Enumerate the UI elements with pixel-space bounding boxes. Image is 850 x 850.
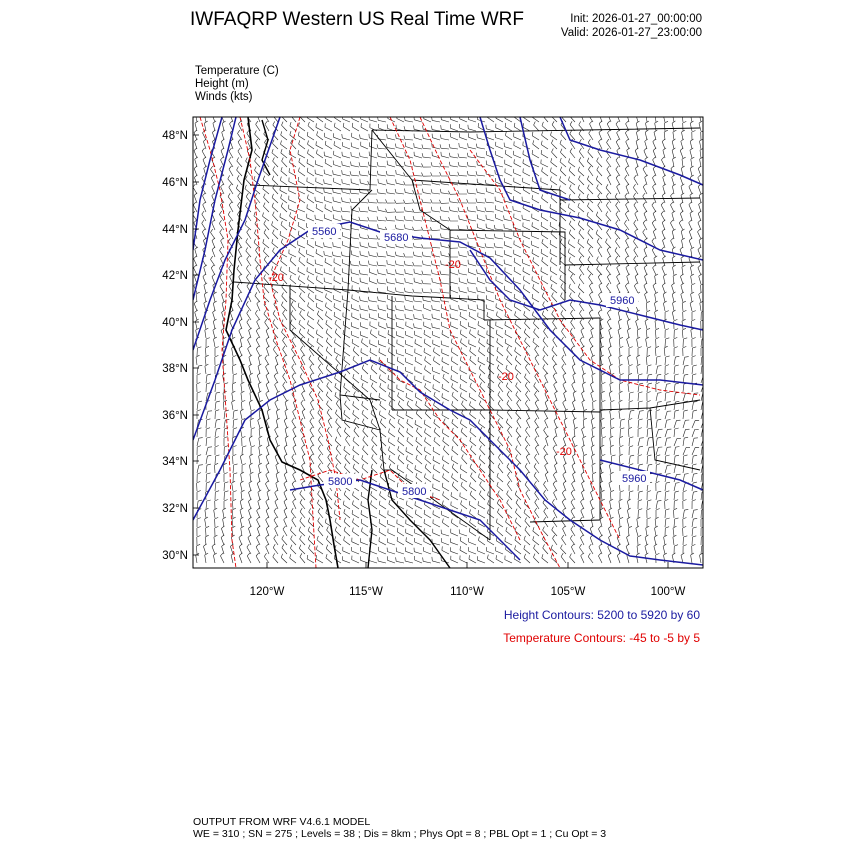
height-contour-labels: 5560 5680 5960 5800 5800 5960 bbox=[308, 224, 650, 498]
temperature-contour-labels: -20 -20 -20 -20 bbox=[268, 259, 572, 458]
temp-label-2: -20 bbox=[445, 259, 461, 271]
height-label-5960-north: 5960 bbox=[610, 295, 634, 307]
lon-label-120: 120°W bbox=[250, 586, 285, 598]
temperature-contours bbox=[199, 117, 701, 568]
lat-label-30: 30°N bbox=[162, 550, 188, 562]
temp-label-1: -20 bbox=[268, 272, 284, 284]
lat-label-44: 44°N bbox=[162, 224, 188, 236]
temp-label-4: -20 bbox=[556, 446, 572, 458]
gulf-coast bbox=[367, 469, 373, 568]
puget-sound bbox=[261, 119, 271, 176]
coastline bbox=[225, 117, 339, 568]
height-contours bbox=[193, 117, 703, 566]
lon-label-100: 100°W bbox=[651, 586, 686, 598]
field-label-height: Height (m) bbox=[195, 78, 249, 90]
model-info-line2: WE = 310 ; SN = 275 ; Levels = 38 ; Dis … bbox=[193, 828, 607, 840]
lon-label-105: 105°W bbox=[551, 586, 586, 598]
map-frame bbox=[192, 116, 704, 569]
height-contour-legend: Height Contours: 5200 to 5920 by 60 bbox=[503, 608, 700, 622]
valid-time: Valid: 2026-01-27_23:00:00 bbox=[560, 27, 702, 39]
lon-label-110: 110°W bbox=[450, 586, 484, 598]
height-label-5960-south: 5960 bbox=[622, 473, 646, 485]
lat-label-32: 32°N bbox=[162, 503, 188, 515]
axis-ticks bbox=[193, 134, 669, 568]
init-time: Init: 2026-01-27_00:00:00 bbox=[570, 13, 702, 25]
height-label-5800-west: 5800 bbox=[328, 476, 352, 488]
lat-label-40: 40°N bbox=[162, 317, 188, 329]
lat-label-42: 42°N bbox=[162, 270, 188, 282]
height-label-5560: 5560 bbox=[312, 226, 336, 238]
lat-label-48: 48°N bbox=[162, 130, 188, 142]
field-label-temperature: Temperature (C) bbox=[195, 65, 279, 77]
height-label-5800-east: 5800 bbox=[402, 486, 426, 498]
wind-barbs bbox=[193, 117, 703, 564]
lat-label-36: 36°N bbox=[162, 410, 188, 422]
wind-barb-field bbox=[193, 117, 703, 564]
lat-label-34: 34°N bbox=[162, 456, 188, 468]
height-label-5680: 5680 bbox=[384, 232, 408, 244]
lat-label-46: 46°N bbox=[162, 177, 188, 189]
temperature-contour-legend: Temperature Contours: -45 to -5 by 5 bbox=[503, 631, 700, 645]
map-title: IWFAQRP Western US Real Time WRF bbox=[190, 9, 524, 30]
model-info-line1: OUTPUT FROM WRF V4.6.1 MODEL bbox=[193, 816, 371, 828]
temp-label-3: -20 bbox=[498, 371, 514, 383]
longitude-labels: 120°W 115°W 110°W 105°W 100°W bbox=[250, 586, 686, 598]
lon-label-115: 115°W bbox=[349, 586, 383, 598]
state-borders bbox=[233, 127, 701, 541]
lat-label-38: 38°N bbox=[162, 363, 188, 375]
field-label-winds: Winds (kts) bbox=[195, 91, 253, 103]
latitude-labels: 48°N 46°N 44°N 42°N 40°N 38°N 36°N 34°N … bbox=[162, 130, 188, 562]
